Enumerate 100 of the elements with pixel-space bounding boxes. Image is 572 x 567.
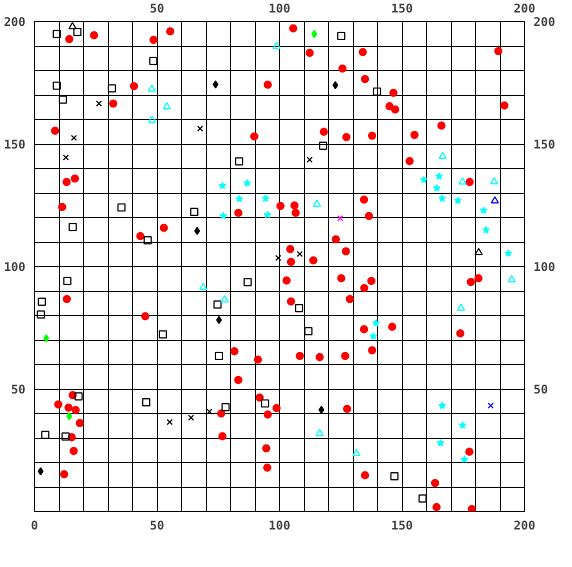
point xyxy=(456,304,466,311)
point xyxy=(458,177,467,185)
point xyxy=(62,154,69,161)
point xyxy=(337,32,346,40)
y2-tick-label: 50 xyxy=(534,382,548,396)
x2-tick-label: 200 xyxy=(514,2,536,16)
point xyxy=(480,206,488,214)
x2-tick-label: 150 xyxy=(391,2,413,16)
point xyxy=(262,194,270,202)
point xyxy=(38,467,44,476)
x-tick-label: 0 xyxy=(30,518,38,532)
point xyxy=(38,298,46,306)
point xyxy=(372,87,382,96)
point xyxy=(66,412,72,420)
point xyxy=(312,200,322,207)
point xyxy=(458,421,466,429)
y-tick-label: 200 xyxy=(4,15,26,29)
point xyxy=(435,172,443,180)
point xyxy=(337,215,344,222)
point xyxy=(68,222,77,232)
point xyxy=(36,310,45,319)
point xyxy=(222,403,230,412)
point xyxy=(234,157,244,166)
point xyxy=(235,194,244,202)
point xyxy=(275,254,282,261)
point xyxy=(436,438,444,446)
point xyxy=(190,208,198,216)
point xyxy=(418,494,427,503)
point xyxy=(372,318,380,327)
point xyxy=(197,125,204,132)
point xyxy=(117,203,126,212)
point xyxy=(316,428,324,436)
x2-tick-label: 100 xyxy=(268,2,290,16)
point xyxy=(158,330,167,338)
point xyxy=(218,182,226,190)
point xyxy=(319,142,328,150)
point xyxy=(369,332,378,340)
point xyxy=(148,84,156,92)
point xyxy=(63,276,72,286)
point xyxy=(166,419,173,426)
point xyxy=(504,249,512,257)
point xyxy=(52,82,61,90)
point xyxy=(474,248,483,256)
point xyxy=(488,402,494,409)
point xyxy=(148,116,156,123)
point xyxy=(243,179,252,187)
point xyxy=(318,406,324,414)
point xyxy=(454,196,462,204)
point xyxy=(296,250,303,258)
point xyxy=(482,226,490,234)
point xyxy=(96,100,102,107)
point xyxy=(438,194,446,202)
y2-tick-label: 200 xyxy=(534,15,556,29)
y2-tick-label: 100 xyxy=(534,260,556,274)
point xyxy=(188,414,194,421)
point xyxy=(490,177,498,184)
point xyxy=(306,156,313,163)
y2-tick-label: 150 xyxy=(534,138,556,152)
point xyxy=(162,102,171,110)
y-tick-label: 150 xyxy=(4,138,26,152)
point xyxy=(438,152,447,159)
point xyxy=(74,392,83,400)
point xyxy=(199,282,208,290)
x-tick-label: 200 xyxy=(514,518,536,532)
point xyxy=(68,22,77,30)
point xyxy=(460,455,468,463)
point xyxy=(41,430,50,439)
point xyxy=(43,334,50,342)
x-tick-label: 150 xyxy=(391,518,413,532)
point xyxy=(58,96,68,104)
point xyxy=(260,399,270,408)
point xyxy=(332,81,338,90)
point xyxy=(420,176,428,184)
point xyxy=(194,226,200,236)
x2-tick-label: 50 xyxy=(150,2,164,16)
y-tick-label: 100 xyxy=(4,260,26,274)
point xyxy=(73,28,82,36)
point xyxy=(264,210,272,218)
point xyxy=(219,212,228,220)
point xyxy=(144,236,152,244)
x-tick-label: 50 xyxy=(150,518,164,532)
point xyxy=(352,448,361,456)
point xyxy=(304,327,313,336)
point xyxy=(311,30,318,38)
point xyxy=(62,432,70,441)
point xyxy=(142,398,150,406)
point xyxy=(149,56,158,66)
point xyxy=(213,300,222,309)
point xyxy=(214,352,224,360)
point xyxy=(508,275,516,282)
point xyxy=(108,84,116,92)
point xyxy=(70,134,78,141)
point xyxy=(220,295,229,302)
point xyxy=(432,184,441,192)
y-tick-label: 50 xyxy=(11,382,26,396)
point xyxy=(438,402,446,410)
point xyxy=(272,42,281,49)
point xyxy=(206,408,213,415)
point xyxy=(490,196,499,204)
point xyxy=(390,472,399,480)
